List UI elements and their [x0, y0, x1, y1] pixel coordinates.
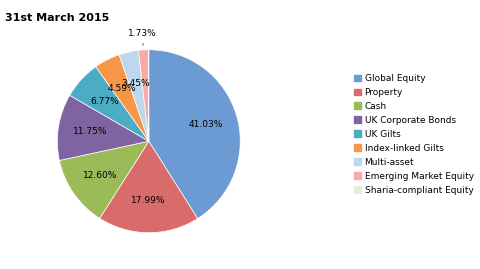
Wedge shape: [100, 141, 198, 233]
Text: 3.45%: 3.45%: [121, 79, 150, 88]
Wedge shape: [138, 50, 149, 141]
Text: 1.73%: 1.73%: [128, 29, 157, 45]
Text: 6.77%: 6.77%: [91, 97, 119, 106]
Wedge shape: [57, 95, 149, 161]
Wedge shape: [60, 141, 149, 218]
Wedge shape: [119, 50, 149, 141]
Wedge shape: [70, 67, 149, 141]
Text: 4.59%: 4.59%: [108, 84, 136, 93]
Wedge shape: [149, 50, 240, 218]
Text: 12.60%: 12.60%: [83, 171, 117, 180]
Legend: Global Equity, Property, Cash, UK Corporate Bonds, UK Gilts, Index-linked Gilts,: Global Equity, Property, Cash, UK Corpor…: [352, 72, 476, 197]
Text: 41.03%: 41.03%: [189, 120, 223, 129]
Text: 31st March 2015: 31st March 2015: [5, 13, 109, 23]
Text: 11.75%: 11.75%: [73, 128, 108, 136]
Wedge shape: [96, 55, 149, 141]
Text: 17.99%: 17.99%: [132, 196, 166, 205]
